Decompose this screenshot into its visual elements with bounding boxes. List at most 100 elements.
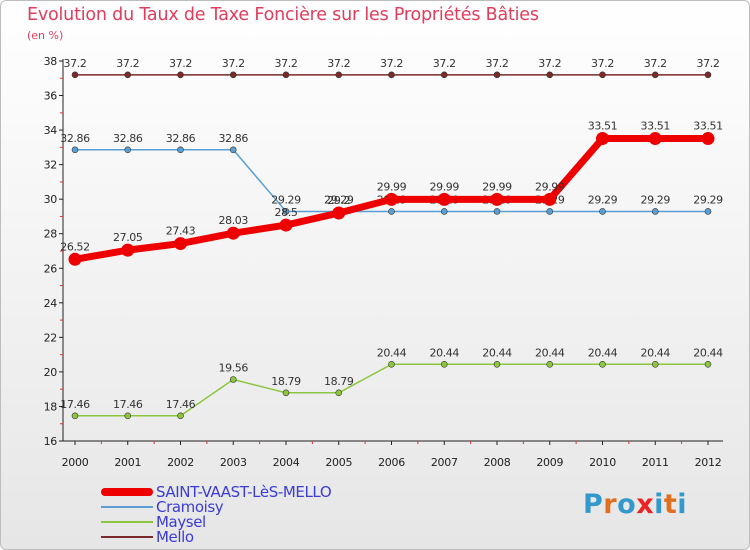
data-label-3: 29.99 [482, 180, 512, 193]
data-label-0: 37.2 [591, 57, 614, 70]
chart-title: Evolution du Taux de Taxe Foncière sur l… [27, 5, 539, 25]
x-tick-label: 2008 [484, 456, 511, 469]
proxiti-logo: Proxiti [583, 489, 687, 520]
data-point-3 [68, 252, 82, 266]
data-label-3: 33.51 [693, 120, 723, 133]
x-tick-label: 2005 [325, 456, 352, 469]
legend-label-cramoisy: Cramoisy [156, 498, 224, 516]
data-label-0: 37.2 [222, 57, 245, 70]
data-point-1 [704, 208, 712, 215]
logo-letter: i [677, 489, 688, 520]
x-tick-label: 2012 [695, 456, 722, 469]
legend-swatch-mello [101, 536, 153, 538]
data-label-2: 18.79 [271, 375, 301, 388]
logo-letter: P [583, 489, 604, 520]
data-point-1 [71, 146, 79, 154]
data-point-1 [651, 208, 659, 215]
y-tick-label: 28 [44, 228, 58, 241]
data-point-2 [124, 412, 132, 420]
data-label-1: 32.86 [113, 132, 143, 145]
x-tick-label: 2002 [167, 456, 194, 469]
data-point-3 [279, 218, 293, 232]
data-label-0: 37.2 [116, 57, 139, 70]
data-label-3: 27.05 [113, 231, 143, 244]
data-point-1 [440, 208, 448, 215]
data-label-0: 37.2 [64, 57, 87, 70]
data-label-3: 26.52 [60, 240, 90, 253]
y-tick-label: 30 [44, 193, 58, 206]
data-label-1: 29.29 [641, 193, 671, 206]
data-point-1 [177, 146, 184, 154]
data-point-1 [282, 208, 290, 215]
data-label-0: 37.2 [644, 57, 667, 70]
data-label-0: 37.2 [697, 57, 720, 70]
data-label-0: 37.2 [327, 57, 350, 70]
data-point-2 [335, 389, 343, 397]
data-point-2 [71, 412, 79, 420]
data-label-3: 29.99 [377, 180, 407, 193]
logo-letter: x [636, 489, 655, 520]
data-point-2 [440, 361, 448, 368]
data-point-2 [282, 389, 290, 397]
data-point-0 [335, 71, 343, 79]
x-tick-label: 2001 [114, 456, 141, 469]
legend-swatch-saint-vaast [101, 488, 153, 496]
data-point-0 [599, 71, 606, 79]
data-label-2: 20.44 [535, 346, 565, 359]
data-label-0: 37.2 [538, 57, 561, 70]
data-point-3 [174, 237, 187, 251]
data-label-3: 29.99 [430, 180, 460, 193]
data-label-2: 17.46 [60, 398, 90, 411]
data-point-3 [121, 243, 135, 257]
data-point-3 [385, 192, 398, 206]
legend-swatch-cramoisy [101, 506, 153, 508]
data-label-3: 28.03 [219, 214, 249, 227]
data-label-2: 20.44 [430, 346, 460, 359]
data-point-2 [599, 361, 606, 368]
data-point-2 [493, 361, 501, 368]
data-point-0 [388, 71, 395, 79]
legend-swatch-maysel [101, 521, 153, 523]
data-point-0 [546, 71, 554, 79]
data-label-1: 32.86 [60, 132, 90, 145]
y-tick-label: 16 [44, 435, 58, 448]
data-point-3 [701, 132, 715, 146]
y-tick-label: 38 [44, 55, 58, 68]
data-point-3 [596, 132, 609, 146]
data-label-3: 28.5 [275, 206, 298, 219]
logo-letter: r [603, 489, 618, 520]
data-point-2 [546, 361, 554, 368]
y-tick-label: 20 [44, 366, 58, 379]
data-label-0: 37.2 [486, 57, 509, 70]
y-tick-label: 22 [44, 331, 57, 344]
data-label-3: 27.43 [166, 225, 196, 238]
data-label-0: 37.2 [275, 57, 298, 70]
data-label-2: 19.56 [219, 362, 249, 375]
data-point-1 [546, 208, 554, 215]
data-point-2 [704, 361, 712, 368]
x-tick-label: 2009 [536, 456, 563, 469]
legend-label-mello: Mello [156, 528, 194, 546]
data-point-0 [704, 71, 712, 79]
y-tick-label: 18 [44, 400, 58, 413]
x-tick-label: 2007 [431, 456, 458, 469]
x-tick-label: 2011 [642, 456, 669, 469]
data-label-3: 29.99 [535, 180, 565, 193]
data-point-0 [651, 71, 659, 79]
logo-letter: i [654, 489, 664, 520]
x-tick-label: 2003 [220, 456, 247, 469]
y-tick-label: 24 [44, 297, 58, 310]
data-label-3: 29.2 [327, 194, 350, 207]
data-point-2 [651, 361, 659, 368]
data-point-0 [71, 71, 79, 79]
data-point-0 [124, 71, 132, 79]
y-tick-label: 26 [44, 262, 58, 275]
data-label-2: 20.44 [482, 346, 512, 359]
x-tick-label: 2006 [378, 456, 405, 469]
logo-letter: t [663, 489, 678, 520]
x-tick-label: 2010 [589, 456, 616, 469]
data-point-0 [282, 71, 290, 79]
data-label-1: 29.29 [693, 193, 723, 206]
